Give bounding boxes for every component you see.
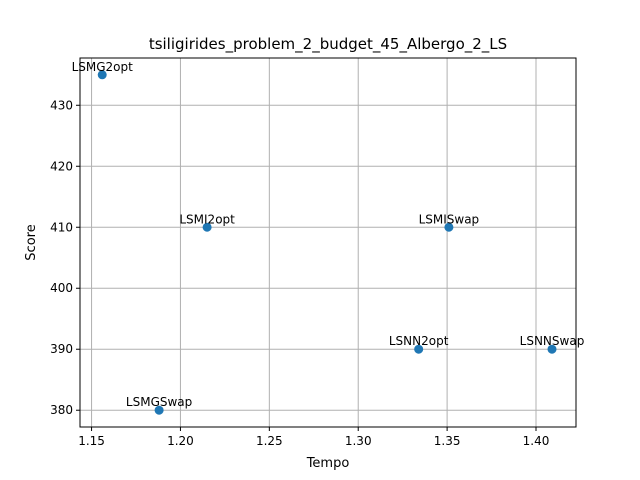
x-tick-label: 1.40 bbox=[523, 434, 550, 448]
data-point bbox=[547, 344, 557, 354]
data-point bbox=[202, 222, 212, 232]
chart-title: tsiligirides_problem_2_budget_45_Albergo… bbox=[149, 35, 507, 54]
y-tick-label: 420 bbox=[50, 159, 73, 173]
plot-frame bbox=[79, 57, 577, 428]
y-tick-label: 430 bbox=[50, 98, 73, 112]
data-point-label: LSNNSwap bbox=[520, 334, 585, 348]
y-tick-label: 380 bbox=[50, 403, 73, 417]
x-tick-label: 1.15 bbox=[78, 434, 105, 448]
data-point bbox=[97, 70, 107, 80]
x-tick-label: 1.30 bbox=[345, 434, 372, 448]
data-point bbox=[154, 405, 164, 415]
y-axis-label: Score bbox=[24, 224, 39, 260]
data-point-label: LSMG2opt bbox=[72, 60, 134, 74]
data-point-label: LSMGSwap bbox=[126, 395, 192, 409]
point-layer: LSMG2opt LSMGSwap LSMI2opt LSNN2opt LSMISwap… bbox=[72, 60, 585, 415]
x-tick-label: 1.20 bbox=[167, 434, 194, 448]
y-tick-label: 410 bbox=[50, 220, 73, 234]
tick-layer: 1.15 1.20 1.25 1.30 1.35 1.40 380 390 400 410 420 4… bbox=[50, 98, 549, 448]
y-tick-label: 400 bbox=[50, 281, 73, 295]
grid-layer bbox=[80, 58, 576, 427]
y-tick-label: 390 bbox=[50, 342, 73, 356]
data-point-label: LSNN2opt bbox=[389, 334, 449, 348]
x-tick-label: 1.35 bbox=[434, 434, 461, 448]
data-point bbox=[444, 222, 454, 232]
data-point-label: LSMI2opt bbox=[179, 212, 235, 226]
data-point-label: LSMISwap bbox=[419, 212, 480, 226]
data-point bbox=[414, 344, 424, 354]
x-tick-label: 1.25 bbox=[256, 434, 283, 448]
x-axis-label: Tempo bbox=[306, 456, 350, 471]
